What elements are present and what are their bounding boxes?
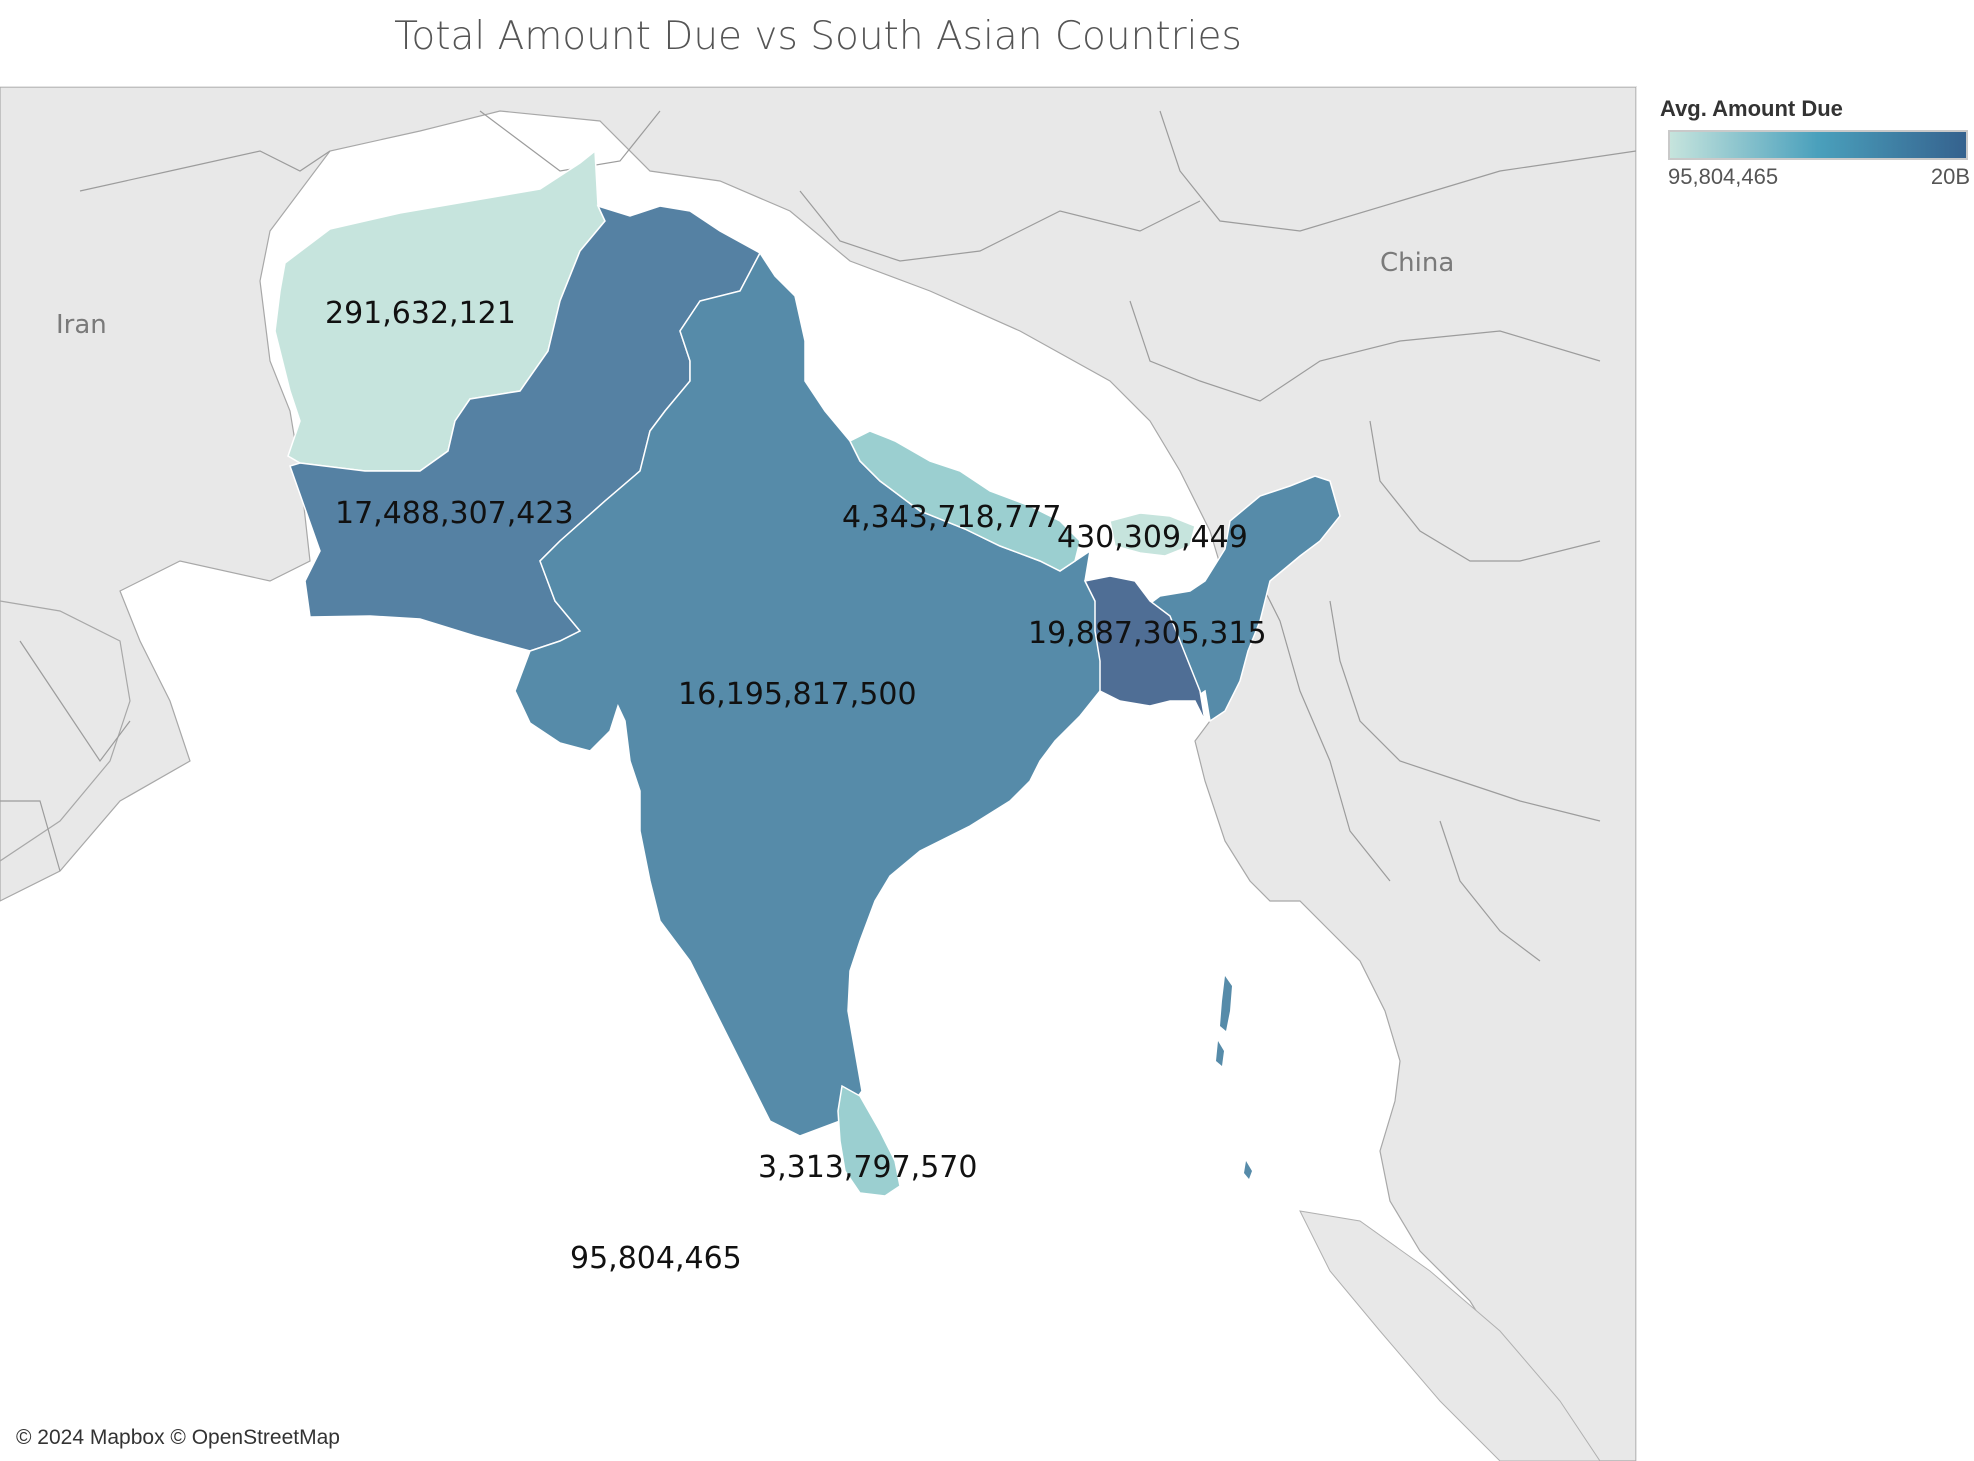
legend-gradient xyxy=(1668,130,1968,160)
legend-min-label: 95,804,465 xyxy=(1668,164,1779,189)
value-label: 291,632,121 xyxy=(325,296,516,331)
background-borders xyxy=(0,110,1636,962)
place-label-iran: Iran xyxy=(56,310,107,340)
land-mass-arabia xyxy=(0,600,131,862)
country-bangladesh[interactable] xyxy=(1083,575,1206,722)
country-nepal[interactable] xyxy=(848,430,1081,572)
place-label-china: China xyxy=(1380,248,1454,278)
country-india[interactable] xyxy=(514,251,1341,1137)
value-label: 4,343,718,777 xyxy=(842,500,1061,535)
country-bhutan[interactable] xyxy=(1109,512,1196,557)
value-label: 19,887,305,315 xyxy=(1028,616,1267,651)
value-label: 3,313,797,570 xyxy=(758,1150,977,1185)
land-mass-asia xyxy=(0,87,1636,1461)
legend-title: Avg. Amount Due xyxy=(1660,96,1843,121)
value-label: 95,804,465 xyxy=(570,1241,742,1276)
legend-labels: 95,804,465 20B xyxy=(1668,164,1970,194)
country-sri-lanka[interactable] xyxy=(837,1084,901,1197)
country-andaman-islands[interactable] xyxy=(1216,976,1252,1179)
color-legend: Avg. Amount Due 95,804,465 20B xyxy=(1660,96,1970,194)
map-view[interactable]: Iran China 291,632,121 17,488,307,423 16… xyxy=(0,86,1637,1461)
value-label: 17,488,307,423 xyxy=(335,496,574,531)
legend-max-label: 20B xyxy=(1930,164,1970,189)
land-mass-sumatra xyxy=(1299,1210,1601,1461)
value-label: 16,195,817,500 xyxy=(678,677,917,712)
chart-title: Total Amount Due vs South Asian Countrie… xyxy=(394,14,1242,59)
value-label: 430,309,449 xyxy=(1057,520,1248,555)
map-attribution[interactable]: © 2024 Mapbox © OpenStreetMap xyxy=(10,1426,346,1450)
